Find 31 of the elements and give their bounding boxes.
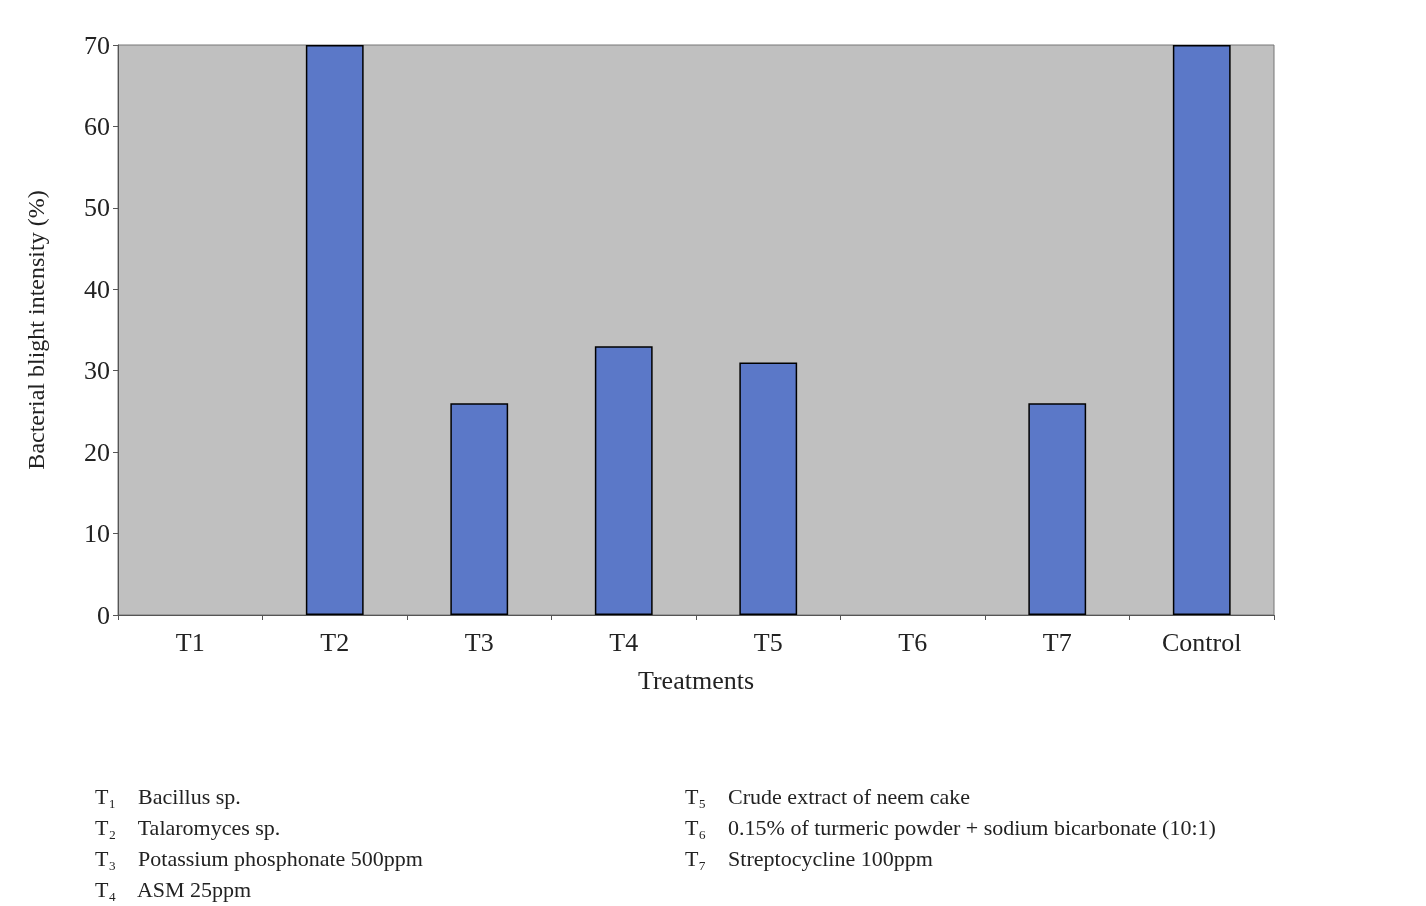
y-tick-label: 40 <box>84 274 110 304</box>
bar <box>1028 403 1087 615</box>
text: T₁ Bacillus sp. <box>95 783 241 809</box>
y-tick-label: 10 <box>84 519 110 549</box>
x-tick-label: T5 <box>753 627 783 657</box>
y-tick-label: 0 <box>97 600 110 630</box>
bar <box>739 362 798 615</box>
y-tick-label: 50 <box>84 193 110 223</box>
x-tick-label: T7 <box>1042 627 1072 657</box>
x-tick-label: T6 <box>898 627 928 657</box>
text: T₃ Potassium phosphonate 500ppm <box>95 845 423 871</box>
x-tick-label: T2 <box>320 627 350 657</box>
text: T₂ Talaromyces sp. <box>95 814 281 840</box>
bar <box>450 403 509 615</box>
x-tick-label: T3 <box>464 627 494 657</box>
text: T₅ Crude extract of neem cake <box>685 783 970 809</box>
x-tick-label: T1 <box>175 627 205 657</box>
text: T₇ Streptocycline 100ppm <box>685 845 933 871</box>
x-tick-label: T4 <box>609 627 639 657</box>
y-tick-label: 20 <box>84 437 110 467</box>
text: T₆ 0.15% of turmeric powder + sodium bicarbonate (10:1) <box>685 814 1216 840</box>
text: T₄ ASM 25ppm <box>95 876 252 902</box>
bar <box>594 346 653 615</box>
y-tick-label: 60 <box>84 111 110 141</box>
bar <box>305 45 364 615</box>
y-axis-title: Bacterial blight intensity (%) <box>23 190 49 470</box>
bar <box>1172 45 1231 615</box>
x-axis-title: Treatments <box>637 665 755 695</box>
x-tick-label: Control <box>1162 627 1242 657</box>
y-tick-label: 70 <box>84 30 110 60</box>
y-tick-label: 30 <box>84 356 110 386</box>
